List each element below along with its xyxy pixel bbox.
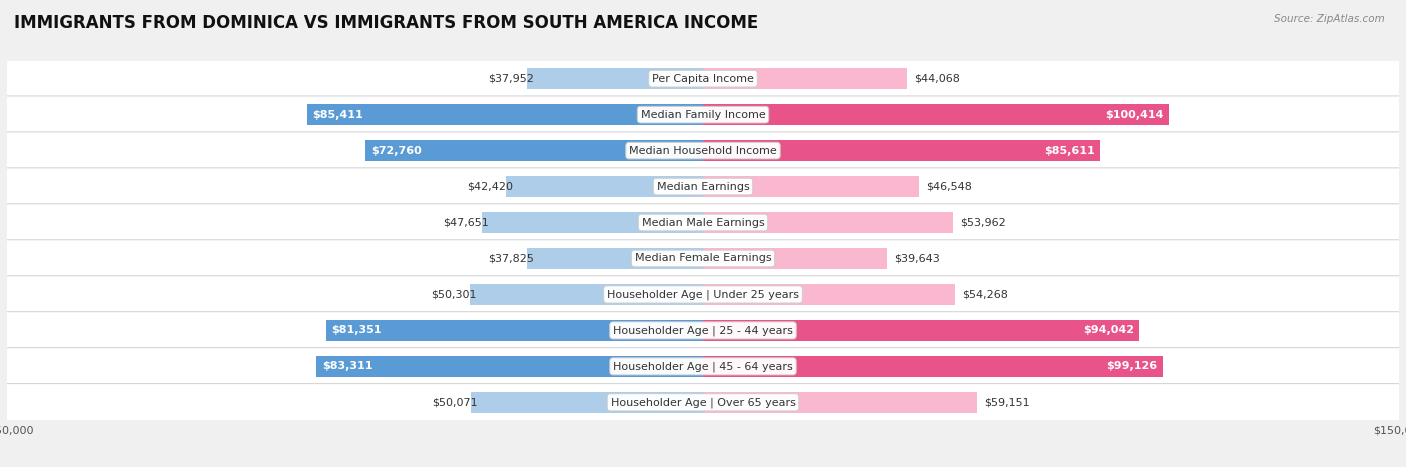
Text: $50,071: $50,071: [432, 397, 478, 407]
Text: $37,825: $37,825: [488, 254, 534, 263]
Bar: [703, 104, 1168, 126]
Text: Median Female Earnings: Median Female Earnings: [634, 254, 772, 263]
Text: Source: ZipAtlas.com: Source: ZipAtlas.com: [1274, 14, 1385, 24]
Bar: [527, 248, 703, 269]
Text: Householder Age | 25 - 44 years: Householder Age | 25 - 44 years: [613, 325, 793, 336]
Text: $100,414: $100,414: [1105, 110, 1163, 120]
Bar: [703, 283, 955, 305]
Bar: [703, 176, 920, 198]
Bar: [470, 283, 703, 305]
FancyBboxPatch shape: [0, 204, 1406, 241]
Text: $72,760: $72,760: [371, 146, 422, 156]
Bar: [366, 140, 703, 162]
FancyBboxPatch shape: [0, 276, 1406, 313]
FancyBboxPatch shape: [0, 60, 1406, 98]
Bar: [703, 68, 907, 90]
Text: $59,151: $59,151: [984, 397, 1031, 407]
Text: $83,311: $83,311: [322, 361, 373, 371]
Text: Median Earnings: Median Earnings: [657, 182, 749, 191]
Bar: [316, 355, 703, 377]
Text: $99,126: $99,126: [1107, 361, 1157, 371]
Text: Median Family Income: Median Family Income: [641, 110, 765, 120]
Text: $46,548: $46,548: [927, 182, 972, 191]
Bar: [703, 140, 1101, 162]
Text: $47,651: $47,651: [443, 218, 489, 227]
Text: $53,962: $53,962: [960, 218, 1007, 227]
Text: $50,301: $50,301: [432, 290, 477, 299]
Text: $42,420: $42,420: [467, 182, 513, 191]
Text: Householder Age | Over 65 years: Householder Age | Over 65 years: [610, 397, 796, 408]
Bar: [703, 391, 977, 413]
Bar: [703, 319, 1139, 341]
FancyBboxPatch shape: [0, 347, 1406, 385]
Text: $39,643: $39,643: [894, 254, 939, 263]
Bar: [471, 391, 703, 413]
Text: $54,268: $54,268: [962, 290, 1008, 299]
Text: $85,611: $85,611: [1043, 146, 1095, 156]
Text: $94,042: $94,042: [1083, 325, 1133, 335]
Bar: [482, 212, 703, 234]
Text: Median Male Earnings: Median Male Earnings: [641, 218, 765, 227]
FancyBboxPatch shape: [0, 96, 1406, 134]
Bar: [326, 319, 703, 341]
Bar: [506, 176, 703, 198]
Text: $85,411: $85,411: [312, 110, 363, 120]
Text: Householder Age | 45 - 64 years: Householder Age | 45 - 64 years: [613, 361, 793, 372]
Bar: [703, 355, 1163, 377]
FancyBboxPatch shape: [0, 240, 1406, 277]
Text: $44,068: $44,068: [914, 74, 960, 84]
Bar: [527, 68, 703, 90]
Bar: [703, 212, 953, 234]
Text: $37,952: $37,952: [488, 74, 534, 84]
FancyBboxPatch shape: [0, 311, 1406, 349]
FancyBboxPatch shape: [0, 132, 1406, 170]
FancyBboxPatch shape: [0, 168, 1406, 205]
Bar: [703, 248, 887, 269]
FancyBboxPatch shape: [0, 383, 1406, 421]
Bar: [307, 104, 703, 126]
Text: Per Capita Income: Per Capita Income: [652, 74, 754, 84]
Text: Householder Age | Under 25 years: Householder Age | Under 25 years: [607, 289, 799, 300]
Text: $81,351: $81,351: [332, 325, 381, 335]
Text: Median Household Income: Median Household Income: [628, 146, 778, 156]
Text: IMMIGRANTS FROM DOMINICA VS IMMIGRANTS FROM SOUTH AMERICA INCOME: IMMIGRANTS FROM DOMINICA VS IMMIGRANTS F…: [14, 14, 758, 32]
